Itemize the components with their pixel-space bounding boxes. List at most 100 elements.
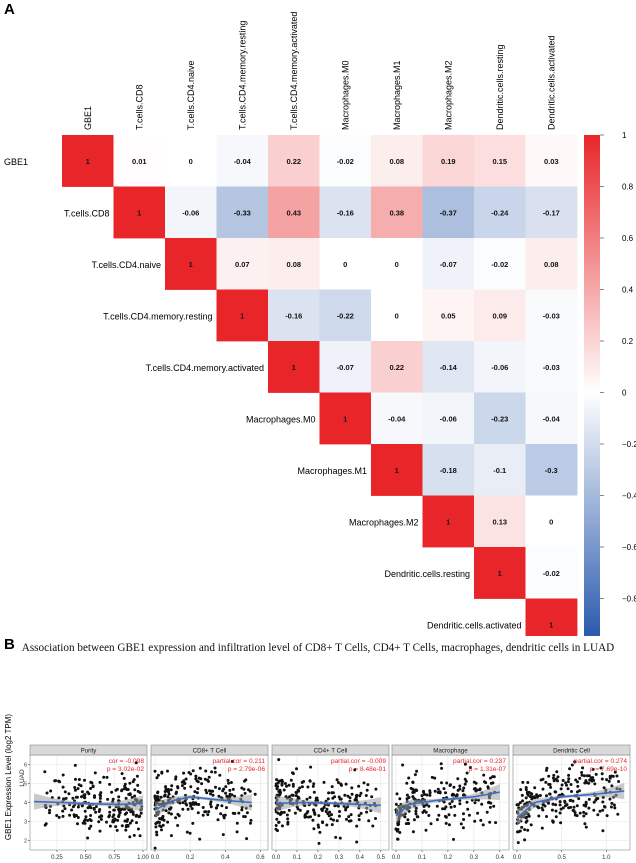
scatter-point — [452, 837, 455, 841]
scatter-point — [615, 774, 619, 778]
colorbar-tick-label: −0.2 — [622, 440, 636, 449]
scatter-point — [343, 793, 347, 797]
heatmap-cell-value: 0.08 — [286, 260, 301, 269]
scatter-point — [550, 808, 554, 812]
heatmap-cell-value: -0.33 — [234, 208, 251, 217]
scatter-point — [303, 813, 307, 817]
scatter-point — [453, 804, 457, 808]
scatter-point — [185, 830, 189, 834]
scatter-point — [330, 813, 333, 817]
heatmap-cell — [216, 289, 269, 342]
scatter-point — [160, 770, 164, 774]
scatter-point — [459, 822, 463, 826]
scatter-point — [340, 783, 343, 787]
scatter-point — [551, 820, 555, 824]
scatter-point — [333, 795, 337, 799]
scatter-point — [427, 814, 431, 817]
scatter-point — [214, 806, 218, 810]
scatter-point — [338, 836, 342, 840]
scatter-point — [182, 779, 186, 783]
heatmap-cell-value: -0.02 — [337, 157, 354, 166]
scatter-point — [178, 801, 182, 805]
scatter-point — [221, 833, 225, 837]
scatter-point — [565, 783, 568, 787]
colorbar-tick-label: 0 — [622, 389, 627, 398]
facet-strip — [391, 744, 510, 756]
scatter-point — [428, 791, 432, 795]
scatter-point — [365, 810, 369, 814]
scatter-point — [80, 790, 84, 794]
scatter-point — [185, 803, 189, 807]
heatmap-cell-value: 0.38 — [389, 208, 404, 217]
heatmap-cell — [371, 135, 423, 187]
scatter-point — [600, 777, 604, 781]
scatter-point — [76, 822, 79, 826]
row-label: T.cells.CD4.memory.resting — [103, 311, 212, 321]
facet-label: Macrophage — [433, 748, 468, 755]
heatmap-cell-value: -0.04 — [388, 414, 406, 423]
heatmap-cell — [165, 186, 217, 239]
scatter-point — [249, 821, 252, 825]
scatter-point — [584, 812, 588, 816]
scatter-point — [605, 814, 609, 818]
scatter-point — [494, 821, 498, 825]
scatter-point — [374, 787, 378, 791]
scatter-point — [461, 789, 465, 793]
scatter-point — [415, 815, 419, 819]
scatter-point — [450, 793, 454, 797]
scatter-point — [602, 786, 606, 790]
scatter-point — [86, 819, 90, 822]
scatter-point — [462, 818, 466, 821]
scatter-point — [120, 772, 124, 776]
scatter-point — [560, 783, 564, 787]
scatter-point — [158, 821, 161, 824]
heatmap-cell-value: 1 — [395, 466, 399, 475]
scatter-point — [134, 761, 138, 765]
scatter-point — [575, 804, 579, 808]
scatter-point — [229, 781, 233, 784]
scatter-point — [283, 782, 287, 785]
scatter-point — [472, 787, 476, 791]
scatter-point — [443, 807, 447, 811]
scatter-point — [413, 773, 417, 777]
heatmap-cell-value: -0.07 — [440, 260, 457, 269]
scatter-point — [593, 782, 597, 786]
scatter-point — [280, 810, 284, 814]
scatter-point — [592, 800, 596, 804]
scatter-point — [207, 775, 211, 779]
scatter-point — [128, 781, 132, 785]
column-label: T.cells.CD4.memory.resting — [237, 21, 247, 130]
scatter-point — [132, 833, 136, 837]
heatmap-cell-value: -0.18 — [440, 466, 457, 475]
scatter-point — [449, 805, 453, 809]
scatter-point — [582, 774, 586, 778]
scatter-point — [180, 784, 184, 788]
scatter-point — [357, 784, 361, 788]
scatter-point — [440, 781, 443, 785]
scatter-point — [218, 773, 222, 777]
scatter-point — [184, 777, 188, 781]
scatter-point — [475, 788, 479, 792]
scatter-point — [135, 821, 138, 825]
scatter-point — [581, 766, 585, 770]
scatter-point — [105, 820, 108, 824]
heatmap-cell — [422, 186, 475, 239]
scatter-point — [440, 766, 444, 770]
scatter-point — [533, 786, 537, 790]
scatter-point — [535, 793, 539, 797]
scatter-point — [482, 773, 486, 777]
confidence-band — [276, 795, 381, 814]
scatter-point — [210, 789, 214, 793]
scatter-point — [610, 801, 614, 805]
scatter-point — [394, 827, 398, 831]
scatter-point — [124, 828, 128, 832]
scatter-point — [86, 836, 90, 840]
scatter-point — [605, 778, 609, 782]
scatter-point — [463, 782, 467, 786]
heatmap-cell — [319, 392, 372, 445]
scatter-point — [547, 782, 551, 786]
scatter-point — [194, 777, 198, 781]
scatter-point — [435, 818, 439, 822]
scatter-point — [428, 793, 432, 797]
scatter-point — [204, 788, 208, 792]
